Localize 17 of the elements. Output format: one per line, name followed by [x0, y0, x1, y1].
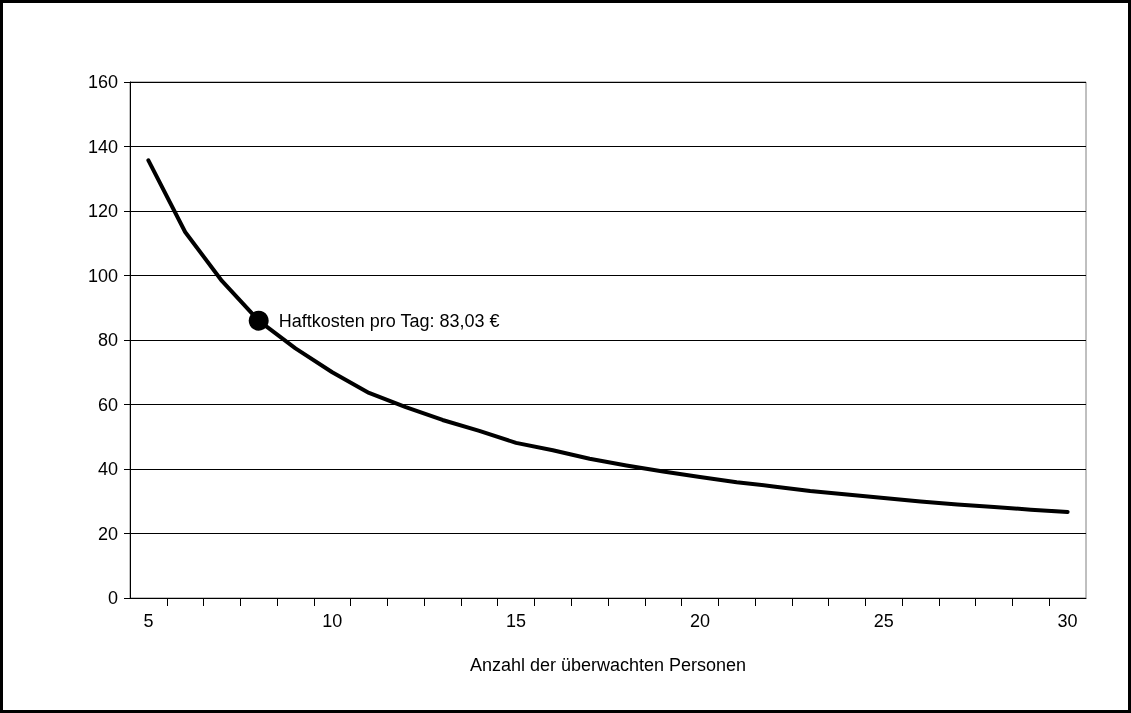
y-tick-label: 40	[97, 459, 118, 479]
x-tick-label: 20	[689, 611, 710, 631]
annotation: Haftkosten pro Tag: 83,03 €	[278, 310, 500, 331]
x-tick-label: 10	[322, 611, 343, 631]
y-tick-label: 160	[87, 72, 118, 92]
y-tick-label: 100	[87, 265, 118, 286]
x-tick-label: 5	[143, 611, 154, 631]
y-tick-label: 140	[87, 136, 118, 157]
y-tick-label: 20	[97, 523, 118, 544]
x-tick-label: 15	[506, 611, 527, 631]
x-tick-label: 30	[1057, 611, 1078, 631]
y-tick-label: 120	[87, 201, 118, 221]
y-tick-label: 80	[97, 330, 118, 350]
y-tick-label: 60	[97, 394, 118, 415]
x-axis-title: Anzahl der überwachten Personen	[469, 655, 747, 675]
y-tick-label: 0	[107, 588, 118, 608]
x-tick-label: 25	[873, 611, 894, 631]
